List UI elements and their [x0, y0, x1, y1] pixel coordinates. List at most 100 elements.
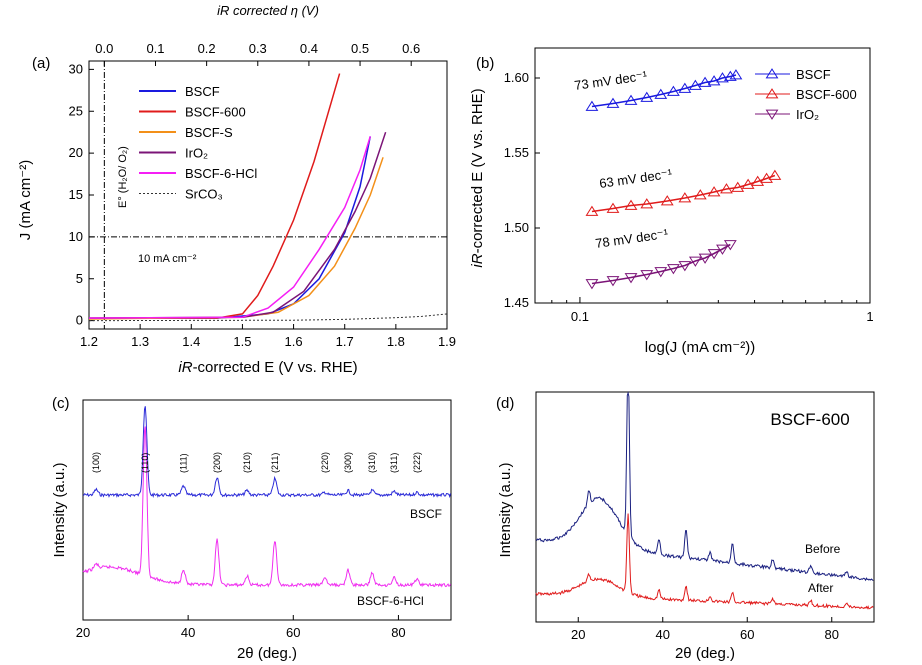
- hkl-label: (110): [140, 453, 150, 473]
- data-point: [666, 85, 680, 96]
- series-label: Before: [805, 542, 841, 556]
- hkl-label: (210): [242, 452, 252, 473]
- data-point: [678, 192, 692, 203]
- data-point: [640, 91, 654, 102]
- top-tick-label: 0.4: [300, 41, 318, 56]
- top-tick-label: 0.3: [249, 41, 267, 56]
- x-tick-label: 1.2: [80, 334, 98, 349]
- y-tick-label: 0: [76, 313, 83, 328]
- y-tick-label: 1.50: [504, 220, 529, 235]
- data-point: [585, 100, 599, 111]
- series-line-2: [88, 157, 384, 320]
- xrd-pattern-0: [82, 406, 451, 499]
- panel-b-x-axis-label: log(J (mA cm⁻²)): [645, 339, 755, 356]
- top-tick-label: 0.0: [95, 41, 113, 56]
- hkl-label: (200): [212, 452, 222, 473]
- data-point: [768, 169, 782, 180]
- y-tick-label: 20: [69, 145, 83, 160]
- legend-label: SrCO₃: [185, 187, 223, 202]
- x-tick-label: 40: [656, 627, 670, 642]
- data-point: [729, 69, 743, 80]
- panel-a-plot-area: [88, 61, 448, 329]
- hkl-label: (222): [412, 452, 422, 473]
- panel-c-y-axis-label: Intensity (a.u.): [51, 462, 68, 557]
- data-point: [654, 267, 668, 278]
- panel-b-frame: [534, 47, 871, 304]
- panel-d-frame: [535, 391, 875, 623]
- top-tick-label: 0.5: [351, 41, 369, 56]
- top-tick-label: 0.1: [146, 41, 164, 56]
- x-tick-label: 1.7: [336, 334, 354, 349]
- y-tick-label: 15: [69, 187, 83, 202]
- legend-label: IrO₂: [185, 146, 208, 161]
- legend-label: BSCF-S: [185, 125, 233, 140]
- panel-b-label: (b): [476, 55, 494, 72]
- y-tick-label: 1.45: [504, 295, 529, 310]
- panel-b-y-axis-label-it: iR: [469, 253, 486, 267]
- panel-a-reference-label: E° (H₂O/ O₂): [117, 146, 129, 208]
- panel-c: (c) 20 40 60 80 (100) (110) (111) (200) (210) (21…: [51, 395, 452, 662]
- x-tick-label: 20: [76, 625, 90, 640]
- data-point: [678, 261, 692, 272]
- data-point: [624, 273, 638, 284]
- panel-d-x-axis-label: 2θ (deg.): [675, 645, 735, 662]
- panel-c-plot-area: 20 40 60 80 (100) (110) (111) (200) (210) (211) (2…: [76, 406, 451, 640]
- panel-d-title: BSCF-600: [770, 410, 849, 429]
- x-tick-label: 1: [866, 309, 873, 324]
- panel-a-frame: [88, 60, 448, 330]
- data-point: [606, 202, 620, 213]
- panel-d-plot-area: 20 40 60 80 Before After: [535, 391, 874, 642]
- hkl-label: (211): [270, 453, 280, 473]
- data-point: [654, 88, 668, 99]
- data-point: [707, 249, 721, 260]
- series-label: BSCF: [410, 507, 442, 521]
- data-point: [640, 270, 654, 281]
- data-point: [585, 205, 599, 216]
- data-point: [760, 172, 773, 183]
- panel-a-legend: BSCF BSCF-600 BSCF-S IrO₂ BSCF-6-HCl SrCO₃: [139, 84, 257, 202]
- data-point: [693, 189, 707, 200]
- legend-label: BSCF-600: [796, 87, 857, 102]
- data-point: [698, 253, 712, 264]
- panel-b-axes: 0.1 1 1.45 1.50 1.55 1.60: [504, 70, 874, 324]
- data-point: [751, 175, 765, 186]
- y-tick-label: 1.60: [504, 70, 529, 85]
- x-tick-label: 60: [740, 627, 754, 642]
- y-tick-label: 30: [69, 61, 83, 76]
- top-tick-label: 0.2: [198, 41, 216, 56]
- panel-a-axes: 1.2 1.3 1.4 1.5 1.6 1.7 1.8 1.9 0 5 10 15 20 25 30 0.0 0…: [69, 41, 457, 349]
- data-point: [716, 72, 729, 83]
- panel-d-y-axis-label: Intensity (a.u.): [497, 462, 514, 557]
- x-tick-label: 1.8: [387, 334, 405, 349]
- y-tick-label: 1.55: [504, 145, 529, 160]
- data-point: [720, 183, 733, 194]
- panel-a-x-axis-label-rest: -corrected E (V vs. RHE): [193, 359, 358, 376]
- data-point: [707, 186, 721, 197]
- data-point: [688, 79, 702, 90]
- data-point: [723, 240, 737, 251]
- x-tick-label: 20: [571, 627, 585, 642]
- data-point: [606, 276, 620, 287]
- y-tick-label: 25: [69, 103, 83, 118]
- x-tick-label: 1.6: [285, 334, 303, 349]
- panel-b-y-axis-label-rest: -corrected E (V vs. RHE): [469, 88, 486, 253]
- x-tick-label: 1.4: [182, 334, 200, 349]
- series-label: After: [808, 581, 833, 595]
- legend-marker: [765, 109, 779, 120]
- data-point: [666, 264, 680, 275]
- panel-c-label: (c): [52, 395, 70, 412]
- panel-d-label: (d): [496, 395, 514, 412]
- data-point: [707, 75, 721, 86]
- data-point: [606, 97, 620, 108]
- hkl-label: (311): [389, 453, 399, 473]
- top-tick-label: 0.6: [402, 41, 420, 56]
- data-point: [585, 279, 599, 290]
- xrd-pattern-1: [535, 513, 874, 610]
- legend-label: BSCF: [185, 84, 220, 99]
- panel-b: (b) 0.1 1 1.45 1.50 1.55 1.60 73 mV dec⁻¹ 63 m…: [469, 47, 874, 356]
- series-label: BSCF-6-HCl: [357, 594, 424, 608]
- hkl-label: (300): [343, 452, 353, 473]
- x-tick-label: 80: [825, 627, 839, 642]
- x-tick-label: 1.3: [131, 334, 149, 349]
- panel-a-top-axis-label: iR corrected η (V): [217, 3, 319, 18]
